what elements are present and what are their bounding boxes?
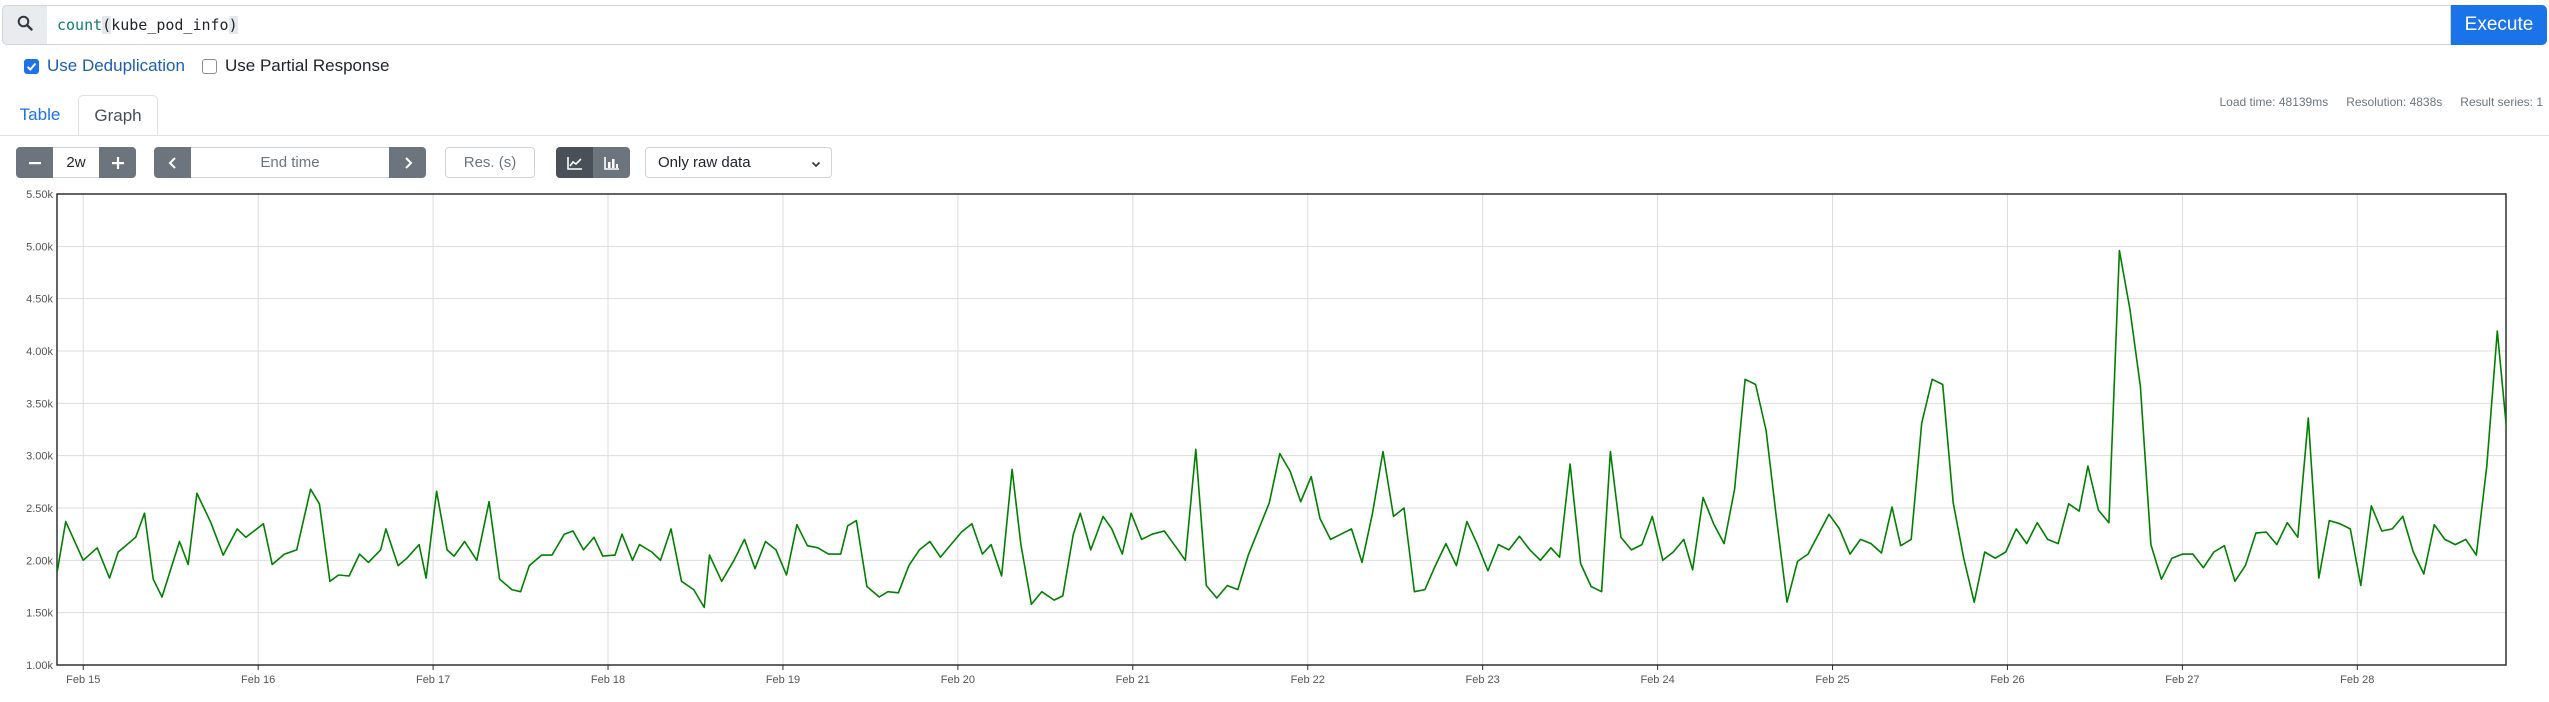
y-tick-label: 4.00k [26, 346, 53, 358]
resolution-input[interactable]: Res. (s) [445, 147, 535, 178]
x-tick-label: Feb 17 [416, 674, 450, 686]
x-tick-label: Feb 20 [941, 674, 975, 686]
chevron-down-icon [811, 156, 821, 173]
x-tick-label: Feb 24 [1640, 674, 1674, 686]
y-tick-label: 4.50k [26, 294, 53, 306]
range-input[interactable]: 2w [53, 147, 99, 178]
y-tick-label: 1.00k [26, 660, 53, 672]
query-argument: kube_pod_info [111, 16, 229, 34]
y-tick-label: 3.50k [26, 398, 53, 410]
dedup-option[interactable]: Use Deduplication [24, 56, 185, 76]
query-stats: Load time: 48139ms Resolution: 4838s Res… [2219, 95, 2543, 109]
range-decrease-button[interactable] [16, 147, 53, 178]
check-icon [26, 62, 37, 71]
downsampling-select[interactable]: Only raw data [645, 147, 832, 178]
dedup-label: Use Deduplication [47, 56, 185, 75]
end-time-forward-button[interactable] [389, 147, 426, 178]
partial-response-label: Use Partial Response [225, 56, 390, 75]
chevron-right-icon [404, 156, 412, 169]
plus-icon [111, 156, 124, 169]
graph-panel: 1.00k 1.50k 2.00k 2.50k 3.00k 3.50k 4.00k 4.50k… [0, 186, 2549, 702]
x-tick-label: Feb 25 [1815, 674, 1849, 686]
chevron-left-icon [168, 156, 176, 169]
x-tick-label: Feb 19 [766, 674, 800, 686]
y-tick-label: 2.00k [26, 555, 53, 567]
y-tick-label: 1.50k [26, 608, 53, 620]
result-series: Result series: 1 [2460, 95, 2543, 109]
tab-graph[interactable]: Graph [78, 95, 158, 136]
x-tick-label: Feb 28 [2340, 674, 2374, 686]
x-tick-label: Feb 15 [66, 674, 100, 686]
stacked-chart-button[interactable] [593, 147, 630, 178]
dedup-checkbox[interactable] [24, 58, 39, 74]
partial-response-checkbox[interactable] [202, 58, 217, 74]
unstacked-lines-button[interactable] [556, 147, 593, 178]
x-tick-label: Feb 18 [591, 674, 625, 686]
load-time: Load time: 48139ms [2219, 95, 2329, 109]
end-time-back-button[interactable] [154, 147, 191, 178]
query-close-paren: ) [228, 16, 238, 34]
downsampling-select-value: Only raw data [658, 154, 751, 171]
y-tick-label: 5.50k [26, 189, 53, 201]
range-increase-button[interactable] [99, 147, 136, 178]
series-line [57, 249, 2506, 609]
end-time-input[interactable]: End time [191, 147, 389, 178]
x-tick-label: Feb 23 [1466, 674, 1500, 686]
query-input[interactable]: count(kube_pod_info) [47, 5, 2451, 45]
query-open-paren: ( [102, 16, 112, 34]
query-function: count [57, 16, 103, 34]
search-icon [17, 15, 33, 36]
y-tick-label: 2.50k [26, 503, 53, 515]
execute-button[interactable]: Execute [2451, 5, 2547, 45]
x-tick-label: Feb 21 [1116, 674, 1150, 686]
line-chart-icon [566, 156, 582, 170]
partial-response-option[interactable]: Use Partial Response [202, 56, 389, 76]
x-tick-label: Feb 22 [1291, 674, 1325, 686]
tab-table[interactable]: Table [19, 105, 61, 124]
plot-frame [56, 193, 2507, 666]
x-tick-label: Feb 26 [1990, 674, 2024, 686]
time-series-chart: 1.00k 1.50k 2.00k 2.50k 3.00k 3.50k 4.00k 4.50k… [26, 189, 2507, 686]
x-tick-label: Feb 27 [2165, 674, 2199, 686]
x-tick-label: Feb 16 [241, 674, 275, 686]
stacked-chart-icon [603, 156, 619, 170]
minus-icon [28, 161, 41, 164]
resolution-stat: Resolution: 4838s [2346, 95, 2443, 109]
y-tick-label: 3.00k [26, 451, 53, 463]
query-bar: count(kube_pod_info) Execute [0, 5, 2549, 45]
y-tick-label: 5.00k [26, 241, 53, 253]
tab-divider [0, 135, 2549, 136]
search-button[interactable] [2, 5, 48, 45]
